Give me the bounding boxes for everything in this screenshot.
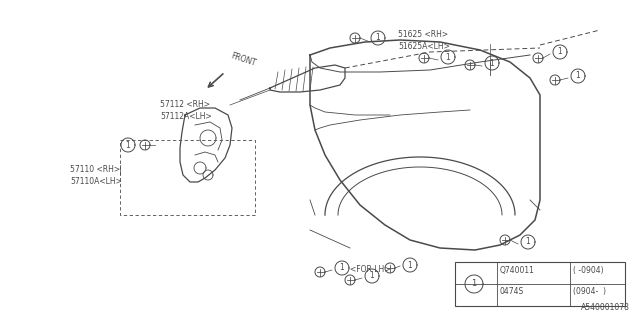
Text: A540001078: A540001078: [581, 303, 630, 312]
Text: 51625 <RH>
51625A<LH>: 51625 <RH> 51625A<LH>: [398, 30, 450, 51]
Text: <FOR LH>: <FOR LH>: [350, 266, 390, 275]
Bar: [455, 262, 625, 306]
Text: Q740011: Q740011: [500, 266, 535, 275]
Text: 1: 1: [445, 52, 451, 61]
Text: 1: 1: [340, 263, 344, 273]
Text: 1: 1: [472, 279, 477, 289]
Text: FRONT: FRONT: [230, 52, 257, 68]
Text: 1: 1: [408, 260, 412, 269]
Text: 1: 1: [525, 237, 531, 246]
Text: 57110 <RH>
57110A<LH>: 57110 <RH> 57110A<LH>: [70, 165, 122, 186]
Text: 57112 <RH>
57112A<LH>: 57112 <RH> 57112A<LH>: [160, 100, 212, 121]
Text: 1: 1: [376, 34, 380, 43]
Text: 0474S: 0474S: [500, 287, 524, 296]
Text: 1: 1: [557, 47, 563, 57]
Text: 1: 1: [370, 271, 374, 281]
Text: (0904-  ): (0904- ): [573, 287, 606, 296]
Text: ( -0904): ( -0904): [573, 266, 604, 275]
Text: 1: 1: [575, 71, 580, 81]
Text: 1: 1: [125, 140, 131, 149]
Text: 1: 1: [490, 59, 494, 68]
